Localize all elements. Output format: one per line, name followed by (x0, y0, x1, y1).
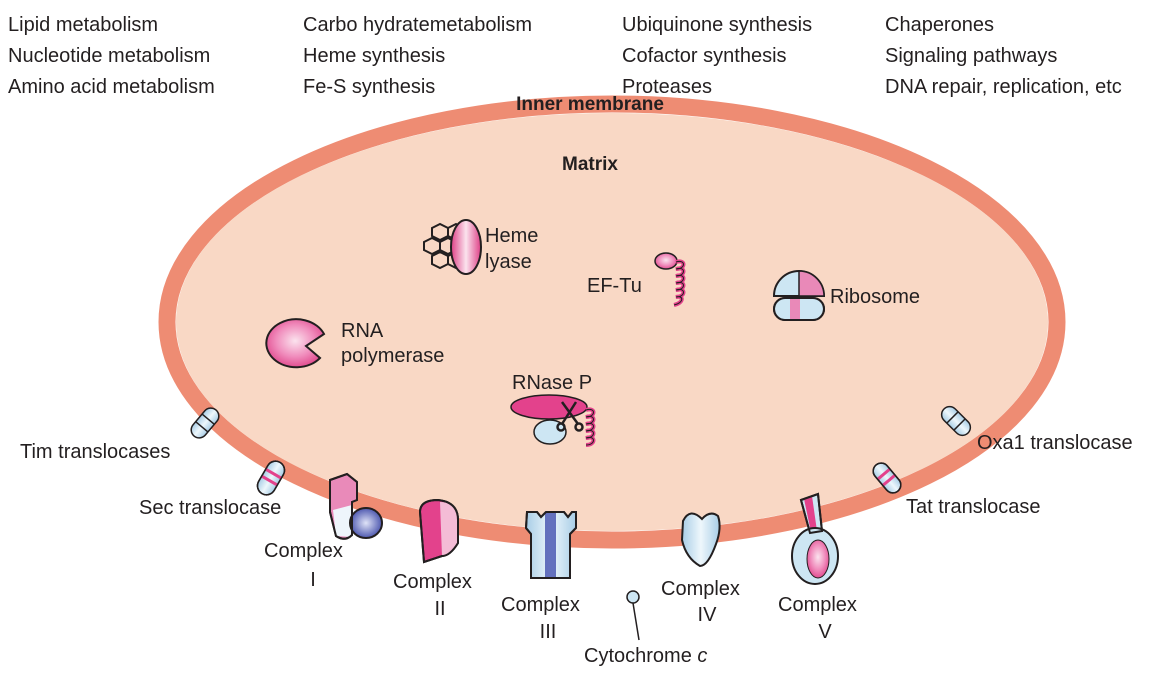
oxa1-translocase-icon (940, 405, 972, 437)
function-heme-synthesis: Heme synthesis (303, 45, 445, 67)
heme-lyase-icon (423, 219, 482, 275)
scissors-icon (556, 401, 584, 432)
ribosome-label: Ribosome (830, 286, 920, 308)
function-signaling-pathways: Signaling pathways (885, 45, 1057, 67)
function-amino-acid-metabolism: Amino acid metabolism (8, 76, 215, 98)
matrix (176, 113, 1048, 531)
complex-i-label-numeral: I (310, 569, 316, 591)
sec-translocase-icon (256, 460, 286, 496)
complex-i-icon (329, 472, 383, 540)
tim-translocase-icon (190, 407, 220, 439)
matrix-label: Matrix (562, 154, 618, 175)
tim-translocases-label: Tim translocases (20, 441, 170, 463)
function-column-1: Lipid metabolism Nucleotide metabolism A… (8, 14, 215, 98)
function-carbohydrate-metabolism: Carbo hydratemetabolism (303, 14, 532, 36)
heme-lyase-label-2: lyase (485, 251, 532, 273)
tat-translocase-label: Tat translocase (906, 496, 1041, 518)
complex-ii-label-numeral: II (434, 598, 445, 620)
inner-membrane-label: Inner membrane (516, 94, 664, 115)
complex-v-icon (791, 492, 839, 585)
complex-iv-label-numeral: IV (698, 604, 718, 626)
rna-polymerase-label-1: RNA (341, 320, 384, 342)
complex-iv-label-word: Complex (661, 578, 740, 600)
inner-membrane (158, 95, 1066, 549)
complex-iii-label-word: Complex (501, 594, 580, 616)
rna-polymerase-icon (265, 318, 326, 369)
function-chaperones: Chaperones (885, 14, 994, 36)
cytochrome-c-icon (626, 590, 640, 641)
function-dna-repair: DNA repair, replication, etc (885, 76, 1122, 98)
function-column-2: Carbo hydratemetabolism Heme synthesis F… (303, 14, 532, 98)
function-proteases: Proteases (622, 76, 712, 98)
function-fe-s-synthesis: Fe-S synthesis (303, 76, 435, 98)
complex-ii-icon (418, 498, 459, 564)
function-column-3: Ubiquinone synthesis Cofactor synthesis … (622, 14, 812, 98)
function-lipid-metabolism: Lipid metabolism (8, 14, 158, 36)
function-column-4: Chaperones Signaling pathways DNA repair… (885, 14, 1122, 98)
ef-tu-icon (654, 252, 686, 307)
tat-translocase-icon (872, 462, 902, 494)
rnase-p-label: RNase P (512, 372, 592, 394)
function-nucleotide-metabolism: Nucleotide metabolism (8, 45, 210, 67)
function-cofactor-synthesis: Cofactor synthesis (622, 45, 787, 67)
cytochrome-c-label: Cytochrome c (584, 645, 707, 667)
complex-v-label-word: Complex (778, 594, 857, 616)
complex-iii-label-numeral: III (540, 621, 557, 643)
heme-lyase-label-1: Heme (485, 225, 538, 247)
sec-translocase-label: Sec translocase (139, 497, 281, 519)
ef-tu-label: EF-Tu (587, 275, 642, 297)
oxa1-translocase-label: Oxa1 translocase (977, 432, 1133, 454)
rna-polymerase-label-2: polymerase (341, 345, 444, 367)
complex-ii-label-word: Complex (393, 571, 472, 593)
complex-i-label-word: Complex (264, 540, 343, 562)
function-ubiquinone-synthesis: Ubiquinone synthesis (622, 14, 812, 36)
complex-iii-icon (524, 511, 577, 579)
complex-iv-icon (680, 512, 721, 568)
ribosome-icon (772, 270, 826, 321)
complex-v-label-numeral: V (818, 621, 832, 643)
